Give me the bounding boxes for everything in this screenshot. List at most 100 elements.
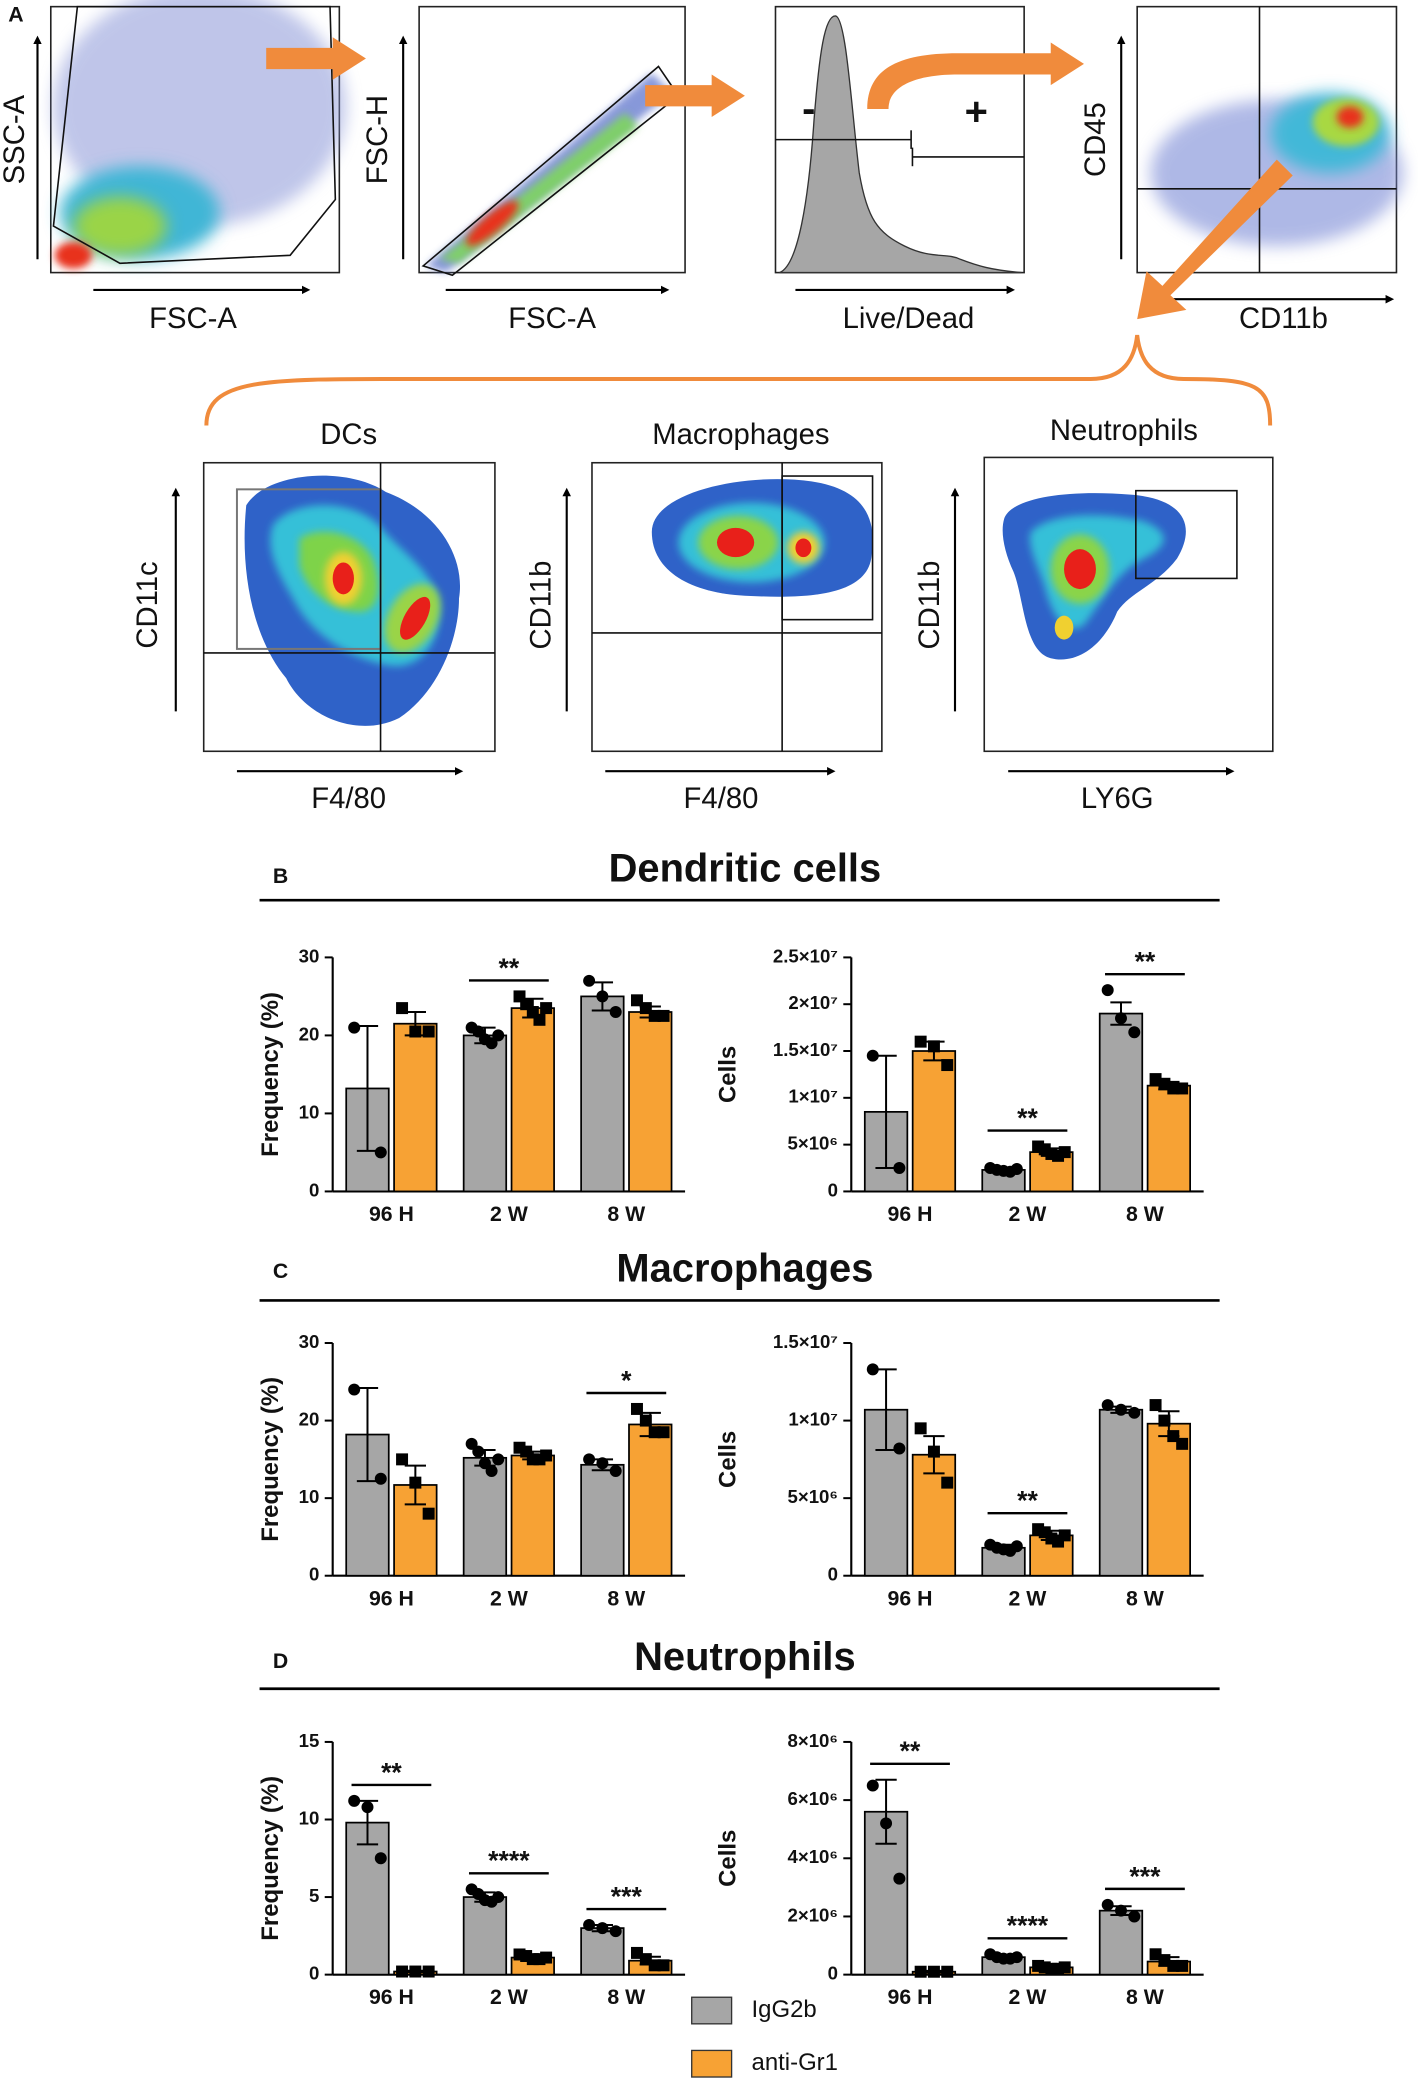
x-label: CD11b	[1239, 303, 1328, 335]
y-tick-label: 6×10⁶	[787, 1788, 837, 1809]
significance-label: **	[1017, 1103, 1038, 1133]
data-point	[1149, 1073, 1162, 1086]
data-point	[492, 1029, 505, 1042]
population-plot: DCs F4/80 CD11c	[132, 419, 496, 815]
x-tick-label: 2 W	[1009, 1985, 1048, 2009]
data-point	[1167, 1959, 1180, 1972]
population-title: Neutrophils	[1050, 415, 1198, 447]
data-point	[348, 1794, 361, 1807]
significance-label: **	[1017, 1486, 1038, 1516]
y-label: CD11c	[132, 561, 164, 648]
significance-label: ***	[611, 1881, 643, 1911]
data-point	[1101, 1898, 1114, 1911]
x-tick-label: 8 W	[1126, 1985, 1165, 2009]
significance-label: ****	[1007, 1911, 1049, 1941]
data-point	[648, 1959, 661, 1972]
data-point	[1167, 1430, 1180, 1443]
data-point	[1045, 1532, 1058, 1545]
y-tick-label: 10	[299, 1807, 320, 1828]
y-tick-label: 1.5×10⁷	[773, 1331, 838, 1352]
y-label: CD45	[1080, 102, 1112, 177]
data-point	[348, 1021, 361, 1034]
data-point	[914, 1965, 927, 1978]
data-point	[1176, 1082, 1189, 1095]
data-point	[596, 1457, 609, 1470]
data-point	[657, 1959, 670, 1972]
x-tick-label: 2 W	[490, 1586, 529, 1610]
significance-label: ****	[488, 1846, 530, 1876]
section-title: Neutrophils	[634, 1635, 856, 1679]
x-tick-label: 96 H	[888, 1586, 933, 1610]
x-label: FSC-A	[508, 303, 596, 335]
data-point	[409, 1965, 422, 1978]
data-point	[596, 1922, 609, 1935]
data-point	[478, 1457, 491, 1470]
data-point	[533, 1013, 546, 1026]
data-point	[533, 1953, 546, 1966]
x-tick-label: 8 W	[607, 1985, 646, 2009]
y-tick-label: 2.5×10⁷	[773, 945, 838, 966]
data-point	[941, 1059, 954, 1072]
data-point	[513, 1441, 526, 1454]
data-point	[492, 1891, 505, 1904]
data-point	[1158, 1954, 1171, 1967]
y-tick-label: 0	[309, 1963, 319, 1984]
x-tick-label: 2 W	[1009, 1202, 1048, 1226]
data-point	[513, 1948, 526, 1961]
legend-label: anti-Gr1	[752, 2049, 838, 2076]
x-tick-label: 96 H	[369, 1985, 414, 2009]
section-title: Macrophages	[616, 1247, 873, 1291]
bar	[462, 1456, 508, 1577]
data-point	[1128, 1026, 1141, 1039]
section-title: Dendritic cells	[609, 846, 882, 890]
data-point	[1115, 1904, 1127, 1917]
data-point	[1115, 1403, 1127, 1416]
data-point	[1058, 1961, 1071, 1974]
bar	[462, 1034, 508, 1193]
data-point	[422, 1965, 435, 1978]
y-tick-label: 5×10⁶	[787, 1133, 837, 1154]
y-label: CD11b	[526, 561, 558, 650]
data-point	[657, 1009, 670, 1022]
panel-label: B	[273, 864, 288, 888]
data-point	[485, 1037, 498, 1050]
data-point	[526, 1006, 539, 1018]
legend-swatch	[691, 2049, 733, 2078]
legend: IgG2b anti-Gr1	[691, 1996, 838, 2078]
gating-plot: - + Live/Dead	[774, 5, 1025, 335]
data-point	[533, 1453, 546, 1466]
data-point	[648, 1426, 661, 1439]
bar-chart: 0 5 10 15 Frequency (%) 96 H ** 2 W **** 8 W ***	[257, 1730, 686, 2009]
data-point	[409, 1025, 422, 1038]
population-title: DCs	[320, 419, 377, 451]
bar	[580, 1463, 625, 1577]
data-point	[374, 1852, 387, 1865]
data-point	[914, 1035, 927, 1048]
x-tick-label: 2 W	[490, 1202, 529, 1226]
bar-chart: 0 2×10⁶ 4×10⁶ 6×10⁶ 8×10⁶ Cells 96 H ** 2 W **** 8…	[714, 1730, 1204, 2009]
panel-label: D	[273, 1649, 288, 1673]
data-point	[472, 1025, 485, 1038]
x-label: FSC-A	[149, 303, 237, 335]
data-point	[1058, 1529, 1071, 1542]
data-point	[1149, 1948, 1162, 1961]
data-point	[657, 1426, 670, 1439]
data-point	[1101, 984, 1114, 997]
bar	[462, 1896, 508, 1976]
data-point	[609, 1925, 622, 1938]
data-point	[1101, 1399, 1114, 1412]
data-point	[1010, 1162, 1023, 1175]
bar-chart: 0 10 20 30 Frequency (%) 96 H 2 W ** 8 W	[257, 945, 686, 1226]
data-point	[526, 1953, 539, 1966]
data-point	[866, 1049, 879, 1062]
data-point	[1158, 1414, 1171, 1427]
panel-label: C	[273, 1259, 288, 1283]
y-label: Frequency (%)	[257, 1776, 284, 1941]
data-point	[396, 1965, 409, 1978]
data-point	[866, 1779, 879, 1792]
significance-label: **	[499, 953, 520, 983]
significance-label: **	[381, 1757, 402, 1787]
bar	[1098, 1408, 1144, 1577]
data-point	[1176, 1437, 1189, 1450]
data-point	[409, 1476, 422, 1489]
